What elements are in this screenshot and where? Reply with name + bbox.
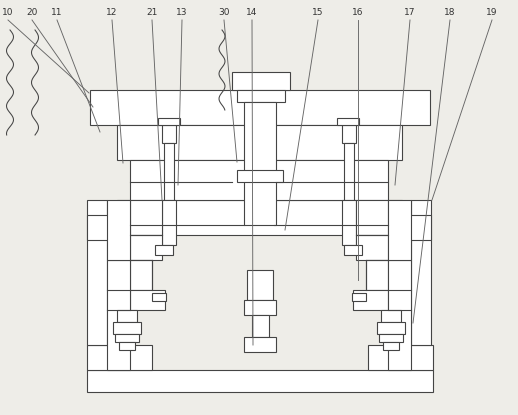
Text: 18: 18 [444,8,456,17]
Bar [411,200,431,345]
Text: 13: 13 [176,8,188,17]
Text: 16: 16 [352,8,364,17]
Bar [115,334,139,342]
Bar [164,143,174,200]
Bar [344,143,354,200]
Bar [130,160,388,200]
Bar [107,200,130,260]
Bar [117,125,402,160]
Bar [353,290,388,310]
Bar [377,322,405,334]
Bar [386,215,431,240]
Text: 15: 15 [312,8,324,17]
Bar [87,215,132,240]
Text: 17: 17 [404,8,416,17]
Bar [130,260,152,290]
Bar [356,235,388,260]
Bar [162,125,176,143]
Bar [252,315,269,337]
Bar [113,322,141,334]
Bar [337,118,359,125]
Bar [247,270,273,300]
Bar [119,342,135,350]
Bar [244,300,276,315]
Text: 20: 20 [26,8,38,17]
Text: 14: 14 [247,8,257,17]
Bar [117,200,402,235]
Bar [158,118,180,125]
Text: 30: 30 [218,8,230,17]
Bar [237,170,283,182]
Text: 19: 19 [486,8,498,17]
Bar [388,200,411,260]
Bar [232,72,290,90]
Bar [342,200,356,245]
Text: 10: 10 [2,8,14,17]
Bar [130,200,162,235]
Bar [87,345,152,370]
Bar [383,342,399,350]
Bar [155,245,173,255]
Bar [368,345,433,370]
Bar [244,337,276,352]
Bar [107,260,130,370]
Bar [344,245,362,255]
Text: 12: 12 [106,8,118,17]
Bar [117,310,137,322]
Bar [87,370,433,392]
Bar [90,90,430,125]
Text: 21: 21 [146,8,157,17]
Bar [244,102,276,225]
Bar [130,235,162,260]
Bar [342,125,356,143]
Bar [356,200,388,235]
Bar [152,293,166,301]
Bar [366,260,388,290]
Text: 11: 11 [51,8,63,17]
Bar [379,334,403,342]
Bar [352,293,366,301]
Bar [388,260,411,370]
Bar [87,200,107,345]
Bar [130,290,165,310]
Bar [162,200,176,245]
Bar [237,90,285,102]
Bar [381,310,401,322]
